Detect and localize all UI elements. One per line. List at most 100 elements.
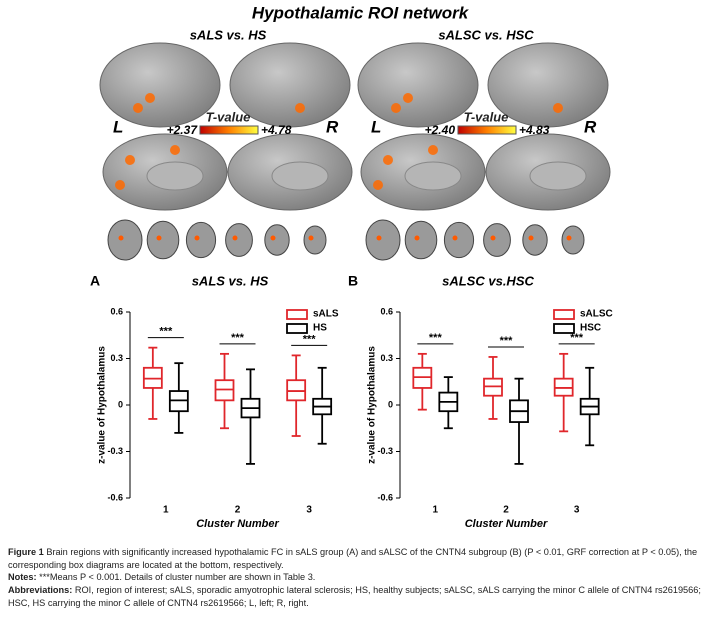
y-tick-label: 0.3 — [380, 353, 393, 363]
abbreviations: Abbreviations: ROI, region of interest; … — [8, 584, 712, 609]
colorbar-title: T-value — [206, 109, 251, 124]
brain-view — [99, 42, 221, 128]
activation — [295, 103, 305, 113]
hemisphere-right: R — [326, 117, 339, 136]
activation — [156, 235, 162, 241]
activation — [170, 145, 180, 155]
hemisphere-right: R — [584, 117, 597, 136]
significance-label: *** — [159, 326, 173, 338]
notes: Notes: ***Means P < 0.001. Details of cl… — [8, 571, 712, 584]
x-tick-label: 1 — [163, 505, 169, 516]
abbr-label: Abbreviations: — [8, 585, 73, 595]
chart-heading: sALS vs. HS — [192, 273, 269, 288]
y-tick-label: -0.6 — [107, 492, 123, 502]
axial-slice — [483, 223, 511, 257]
notes-text: ***Means P < 0.001. Details of cluster n… — [39, 572, 316, 582]
axial-slice — [185, 221, 217, 259]
axial-slice — [107, 219, 143, 261]
activation — [373, 180, 383, 190]
activation — [391, 103, 401, 113]
y-axis-label: z-value of Hypothalamus — [97, 346, 108, 464]
activation — [308, 235, 314, 241]
significance-label: *** — [429, 332, 443, 344]
colorbar-max: +4.78 — [261, 123, 292, 137]
panel-heading: sALS vs. HS — [190, 27, 267, 42]
activation — [414, 235, 420, 241]
legend-swatch — [553, 323, 575, 334]
caption: Figure 1 Brain regions with significantl… — [8, 546, 712, 571]
notes-label: Notes: — [8, 572, 37, 582]
hemisphere-left: L — [113, 117, 123, 136]
axial-slice — [264, 224, 290, 256]
brain-view — [229, 42, 351, 128]
legend-label: sALS — [313, 309, 339, 320]
y-tick-label: 0.6 — [110, 306, 123, 316]
significance-label: *** — [570, 332, 584, 344]
activation — [232, 235, 238, 241]
significance-label: *** — [231, 332, 245, 344]
panel-letter: A — [90, 273, 100, 289]
hemisphere-left: L — [371, 117, 381, 136]
significance-label: *** — [500, 335, 514, 347]
colorbar — [457, 125, 517, 135]
colorbar-max: +4.83 — [519, 123, 550, 137]
colorbar — [199, 125, 259, 135]
activation — [194, 235, 200, 241]
brain-center — [146, 161, 204, 191]
activation — [452, 235, 458, 241]
activation — [566, 235, 572, 241]
legend-label: HSC — [580, 323, 601, 334]
y-tick-label: 0.3 — [110, 353, 123, 363]
x-tick-label: 2 — [235, 505, 241, 516]
axial-slice — [404, 220, 438, 260]
brain-center — [404, 161, 462, 191]
y-tick-label: 0 — [118, 399, 123, 409]
activation — [376, 235, 382, 241]
x-axis-label: Cluster Number — [196, 518, 279, 530]
activation — [528, 235, 534, 241]
x-tick-label: 3 — [574, 505, 580, 516]
axial-slice — [225, 223, 253, 257]
x-tick-label: 1 — [433, 505, 439, 516]
activation — [553, 103, 563, 113]
figure: Hypothalamic ROI network sALS vs. HS L R T-… — [90, 3, 613, 530]
y-axis-label: z-value of Hypothalamus — [367, 346, 378, 464]
panel-letter: B — [348, 273, 358, 289]
axial-slice — [303, 225, 327, 255]
legend-swatch — [553, 309, 575, 320]
panel-heading: sALSC vs. HSC — [438, 27, 534, 42]
abbr-text: ROI, region of interest; sALS, sporadic … — [8, 585, 701, 608]
legend-swatch — [286, 323, 308, 334]
axial-slice — [146, 220, 180, 260]
colorbar-min: +2.37 — [167, 123, 199, 137]
brain-center — [271, 161, 329, 191]
legend-label: sALSC — [580, 309, 613, 320]
activation — [133, 103, 143, 113]
y-tick-label: -0.3 — [107, 446, 123, 456]
figure-title: Hypothalamic ROI network — [252, 3, 470, 22]
legend-swatch — [286, 309, 308, 320]
activation — [270, 235, 276, 241]
axial-slice — [365, 219, 401, 261]
brain-view — [357, 42, 479, 128]
caption-label: Figure 1 — [8, 547, 44, 557]
axial-slice — [561, 225, 585, 255]
brain-view — [487, 42, 609, 128]
colorbar-min: +2.40 — [425, 123, 456, 137]
activation — [490, 235, 496, 241]
activation — [383, 155, 393, 165]
activation — [403, 93, 413, 103]
y-tick-label: -0.6 — [377, 492, 393, 502]
legend-label: HS — [313, 323, 327, 334]
activation — [145, 93, 155, 103]
y-tick-label: 0 — [388, 399, 393, 409]
x-tick-label: 2 — [503, 505, 509, 516]
y-tick-label: -0.3 — [377, 446, 393, 456]
x-axis-label: Cluster Number — [465, 518, 548, 530]
activation — [115, 180, 125, 190]
chart-heading: sALSC vs.HSC — [442, 273, 534, 288]
significance-label: *** — [303, 333, 317, 345]
axial-slice — [522, 224, 548, 256]
brain-images — [99, 42, 611, 261]
